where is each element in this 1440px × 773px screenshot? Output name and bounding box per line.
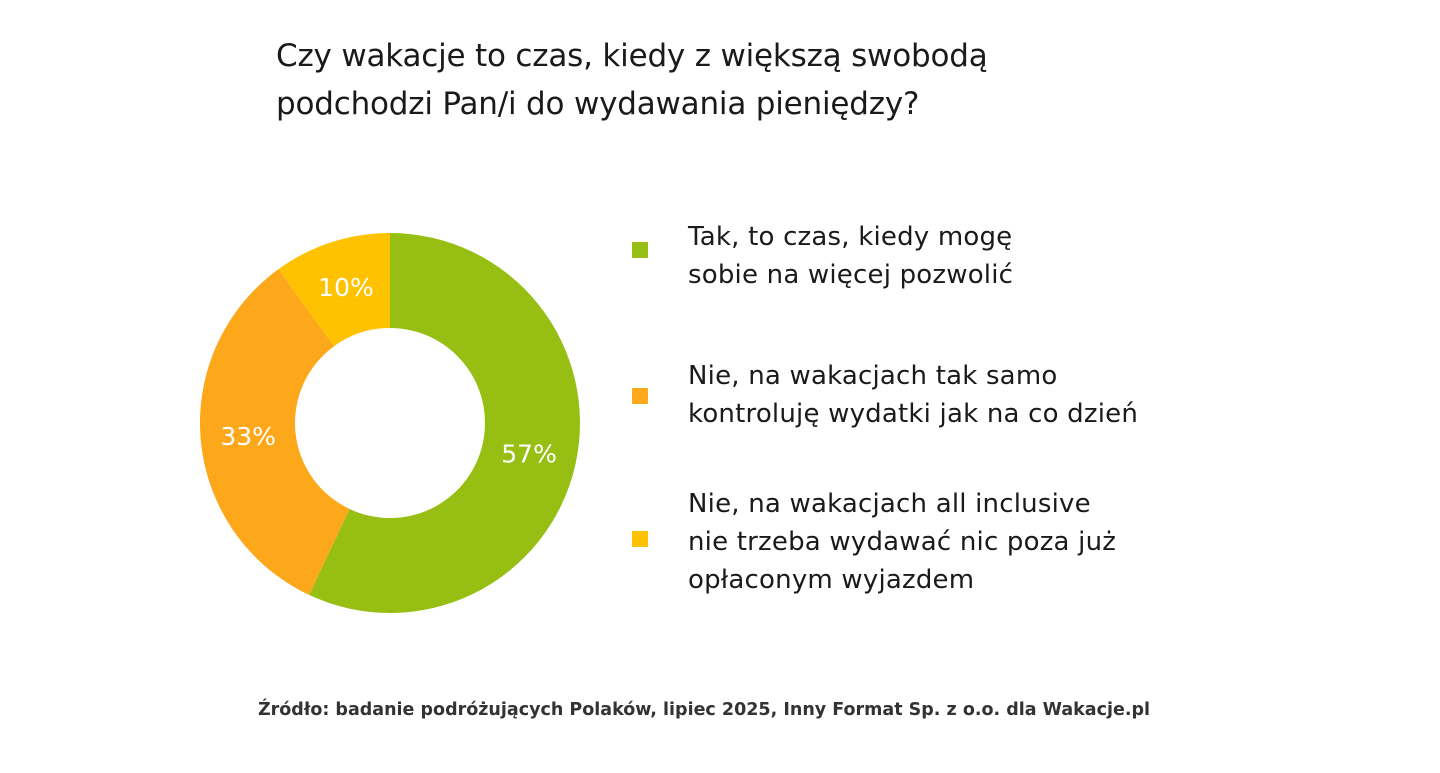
chart-title-line-2: podchodzi Pan/i do wydawania pieniędzy? [276, 86, 920, 122]
legend-label-line: sobie na więcej pozwolić [688, 260, 1014, 290]
legend-label-yes: Tak, to czas, kiedy mogę sobie na więcej… [688, 218, 1013, 294]
donut-slice-no-control [199, 269, 350, 595]
legend-swatch-yellow [632, 531, 648, 547]
legend-label-line: Nie, na wakacjach tak samo [688, 361, 1058, 391]
legend-label-line: opłaconym wyjazdem [688, 565, 975, 595]
source-note: Źródło: badanie podróżujących Polaków, l… [257, 700, 1151, 720]
chart-title-line-1: Czy wakacje to czas, kiedy z większą swo… [276, 38, 988, 74]
legend-label-all-inclusive: Nie, na wakacjach all inclusive nie trze… [688, 485, 1116, 599]
legend-label-line: kontroluję wydatki jak na co dzień [688, 399, 1139, 429]
legend-label-line: nie trzeba wydawać nic poza już [688, 527, 1117, 557]
donut-chart: 57% 33% 10% [199, 233, 580, 613]
legend-label-line: Nie, na wakacjach all inclusive [688, 489, 1091, 519]
legend-label-no-control: Nie, na wakacjach tak samo kontroluję wy… [688, 357, 1138, 433]
legend-label-line: Tak, to czas, kiedy mogę [688, 222, 1013, 252]
donut-slice-yes [309, 233, 580, 613]
donut-label-no-control: 33% [220, 422, 276, 451]
legend-swatch-orange [632, 388, 648, 404]
legend-swatch-green [632, 242, 648, 258]
chart-title: Czy wakacje to czas, kiedy z większą swo… [276, 32, 1176, 128]
donut-label-yes: 57% [501, 440, 557, 469]
donut-slice-all-inclusive [278, 233, 390, 347]
donut-label-all-inclusive: 10% [318, 273, 374, 302]
